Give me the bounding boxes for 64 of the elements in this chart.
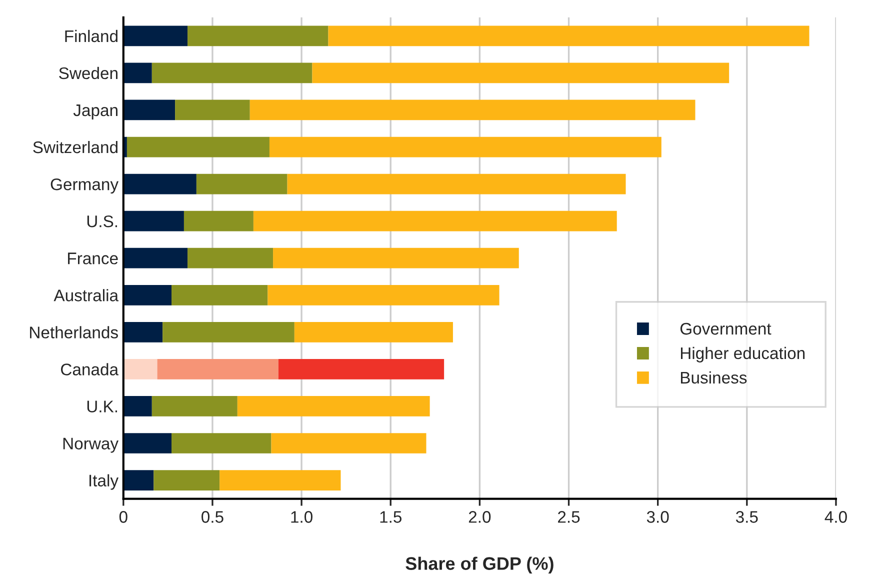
bar <box>253 210 617 232</box>
y-tick-label: Canada <box>61 363 119 376</box>
x-tick-label: 0.5 <box>202 511 224 523</box>
x-tick-label: 4.0 <box>824 511 847 523</box>
bar <box>123 470 154 490</box>
x-tick-label: 1.5 <box>380 511 402 523</box>
y-tick-label: U.S. <box>87 215 118 228</box>
bar <box>328 26 810 46</box>
bar <box>123 248 188 268</box>
bar <box>123 396 152 416</box>
y-tick-label: Germany <box>50 178 119 194</box>
bar <box>154 470 220 490</box>
bar <box>157 359 278 380</box>
bar <box>126 136 270 158</box>
y-tick-label: Netherlands <box>30 326 118 338</box>
bar <box>162 322 294 342</box>
bar <box>287 174 626 194</box>
x-tick-label: 2.0 <box>468 511 491 523</box>
y-tick-label: Sweden <box>59 66 118 80</box>
x-tick-label: 0 <box>119 511 128 523</box>
bar <box>152 396 238 416</box>
x-tick-label: 1.0 <box>291 511 312 523</box>
legend-label: Government <box>680 322 772 335</box>
bar <box>123 62 152 84</box>
bar <box>152 62 312 84</box>
legend-label: Higher education <box>680 346 805 362</box>
bar <box>269 136 662 158</box>
bar <box>123 210 184 232</box>
bar <box>273 248 519 268</box>
bar <box>294 322 453 342</box>
bar <box>123 26 188 46</box>
bar <box>220 470 341 490</box>
bar <box>123 433 172 454</box>
y-tick-label: France <box>68 252 118 264</box>
bar <box>188 26 328 46</box>
y-tick-label: U.K. <box>87 400 118 412</box>
bar <box>171 284 268 306</box>
bar <box>278 359 444 380</box>
bar <box>123 174 196 194</box>
bar <box>184 210 254 232</box>
bar <box>123 284 172 306</box>
y-tick-label: Australia <box>54 289 119 302</box>
y-tick-label: Switzerland <box>33 140 118 154</box>
y-tick-label: Norway <box>63 438 119 453</box>
x-tick-label: 2.5 <box>558 511 580 523</box>
y-tick-label: Finland <box>65 30 118 42</box>
legend-label: Business <box>680 371 747 384</box>
bar <box>188 248 274 268</box>
bar <box>123 359 158 380</box>
y-tick-label: Japan <box>73 104 118 120</box>
bar <box>175 100 250 120</box>
bar <box>123 100 176 120</box>
bar <box>271 433 426 454</box>
bar <box>196 174 288 194</box>
y-tick-label: Italy <box>90 474 119 490</box>
x-tick-label: 3.0 <box>646 511 669 523</box>
bar <box>250 100 696 120</box>
bar <box>268 284 500 306</box>
x-tick-label: 3.5 <box>736 511 758 523</box>
bar <box>237 396 430 416</box>
bar <box>312 62 730 84</box>
bar <box>171 433 272 454</box>
bar <box>123 322 163 342</box>
x-axis-title: Share of GDP (%) <box>406 556 554 574</box>
